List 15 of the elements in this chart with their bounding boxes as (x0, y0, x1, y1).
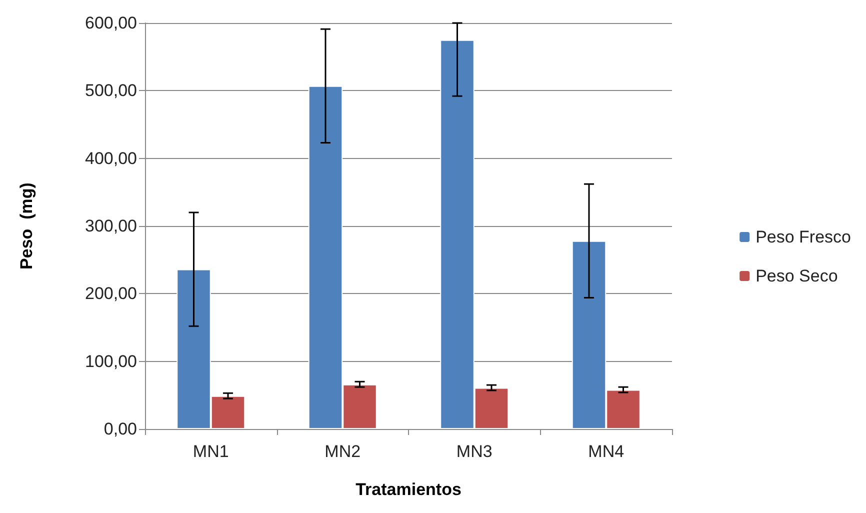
y-tick-label: 200,00 (85, 284, 137, 304)
x-tick-label: MN2 (324, 442, 361, 461)
y-axis-title: Peso (mg) (17, 182, 36, 270)
legend-label: Peso Fresco (756, 228, 852, 246)
x-tick-label: MN1 (192, 442, 229, 461)
y-tick-label: 600,00 (85, 14, 137, 32)
x-axis-title: Tratamientos (356, 480, 462, 499)
legend-label: Peso Seco (756, 266, 838, 286)
y-tick-label: 0,00 (104, 420, 137, 438)
y-tick-label: 300,00 (85, 216, 137, 236)
y-tick-label: 500,00 (85, 81, 137, 100)
y-tick-label: 400,00 (85, 148, 137, 168)
x-tick-label: MN3 (456, 442, 492, 461)
x-tick-label: MN4 (588, 442, 624, 461)
y-tick-label: 100,00 (85, 352, 137, 371)
